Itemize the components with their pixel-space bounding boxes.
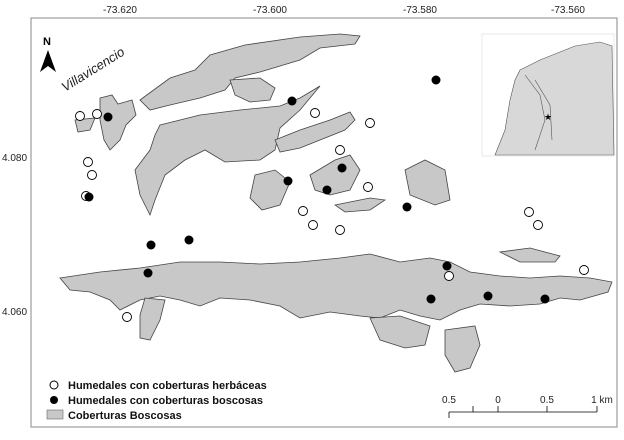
scale-label: 0: [495, 395, 501, 406]
herbaceous-wetland-point: [92, 109, 102, 119]
forest-patch: [334, 197, 387, 213]
forest-patch: [134, 85, 321, 217]
wooded-wetland-point: [337, 163, 347, 173]
forest-patch: [309, 154, 361, 196]
inset-map: ★: [481, 33, 615, 157]
north-arrow-icon: [40, 50, 56, 72]
wooded-wetland-point: [287, 96, 297, 106]
wooded-wetland-point: [322, 185, 332, 195]
forest-patch: [274, 111, 356, 153]
filled-circle-icon: [50, 396, 58, 404]
lon-tick: -73.600: [253, 5, 287, 16]
forest-patch: [444, 325, 481, 373]
forest-patch: [369, 315, 431, 349]
forest-patch: [139, 297, 166, 341]
forest-patch: [99, 94, 137, 151]
forest-patch: [404, 159, 451, 206]
lon-tick: -73.620: [103, 5, 137, 16]
herbaceous-wetland-point: [335, 145, 345, 155]
herbaceous-wetland-point: [444, 271, 454, 281]
scale-label: 1 km: [591, 395, 613, 406]
forest-patch: [498, 247, 561, 263]
scale-bar: [448, 406, 598, 418]
wooded-wetland-point: [283, 176, 293, 186]
herbaceous-wetland-point: [83, 157, 93, 167]
forest-patch: [59, 253, 613, 321]
legend-label: Humedales con coberturas herbáceas: [68, 380, 267, 392]
herbaceous-wetland-point: [310, 108, 320, 118]
north-label: N: [43, 36, 51, 48]
gray-box-icon: [46, 409, 64, 420]
wooded-wetland-point: [426, 294, 436, 304]
lon-tick: -73.560: [551, 5, 585, 16]
lon-tick: -73.580: [403, 5, 437, 16]
herbaceous-wetland-point: [87, 170, 97, 180]
scale-label: 0.5: [442, 395, 456, 406]
legend: Humedales con coberturas herbáceas Humed…: [42, 377, 274, 425]
herbaceous-wetland-point: [533, 220, 543, 230]
wooded-wetland-point: [540, 294, 550, 304]
herbaceous-wetland-point: [298, 206, 308, 216]
wooded-wetlands: [84, 75, 550, 304]
wooded-wetland-point: [442, 261, 452, 271]
forest-patch: [139, 33, 361, 111]
herbaceous-wetland-point: [75, 111, 85, 121]
wooded-wetland-point: [431, 75, 441, 85]
wooded-wetland-point: [143, 268, 153, 278]
herbaceous-wetland-point: [335, 225, 345, 235]
wooded-wetland-point: [402, 202, 412, 212]
wooded-wetland-point: [483, 291, 493, 301]
wooded-wetland-point: [103, 112, 113, 122]
forest-patch: [249, 169, 291, 211]
wooded-wetland-point: [84, 192, 94, 202]
lat-tick: 4.060: [2, 307, 27, 318]
herbaceous-wetland-point: [365, 118, 375, 128]
lat-tick: 4.080: [2, 153, 27, 164]
forest-patch: [74, 117, 96, 133]
wooded-wetland-point: [184, 235, 194, 245]
herbaceous-wetland-point: [363, 182, 373, 192]
legend-label: Humedales con coberturas boscosas: [68, 395, 263, 407]
location-star-icon: ★: [544, 112, 552, 122]
herbaceous-wetland-point: [122, 312, 132, 322]
forest-cover-layer: [59, 33, 613, 373]
open-circle-icon: [49, 380, 59, 390]
herbaceous-wetland-point: [524, 207, 534, 217]
wooded-wetland-point: [146, 240, 156, 250]
forest-patch: [229, 77, 276, 103]
scale-label: 0.5: [540, 395, 554, 406]
herbaceous-wetland-point: [308, 220, 318, 230]
legend-label: Coberturas Boscosas: [68, 410, 182, 422]
herbaceous-wetland-point: [579, 265, 589, 275]
